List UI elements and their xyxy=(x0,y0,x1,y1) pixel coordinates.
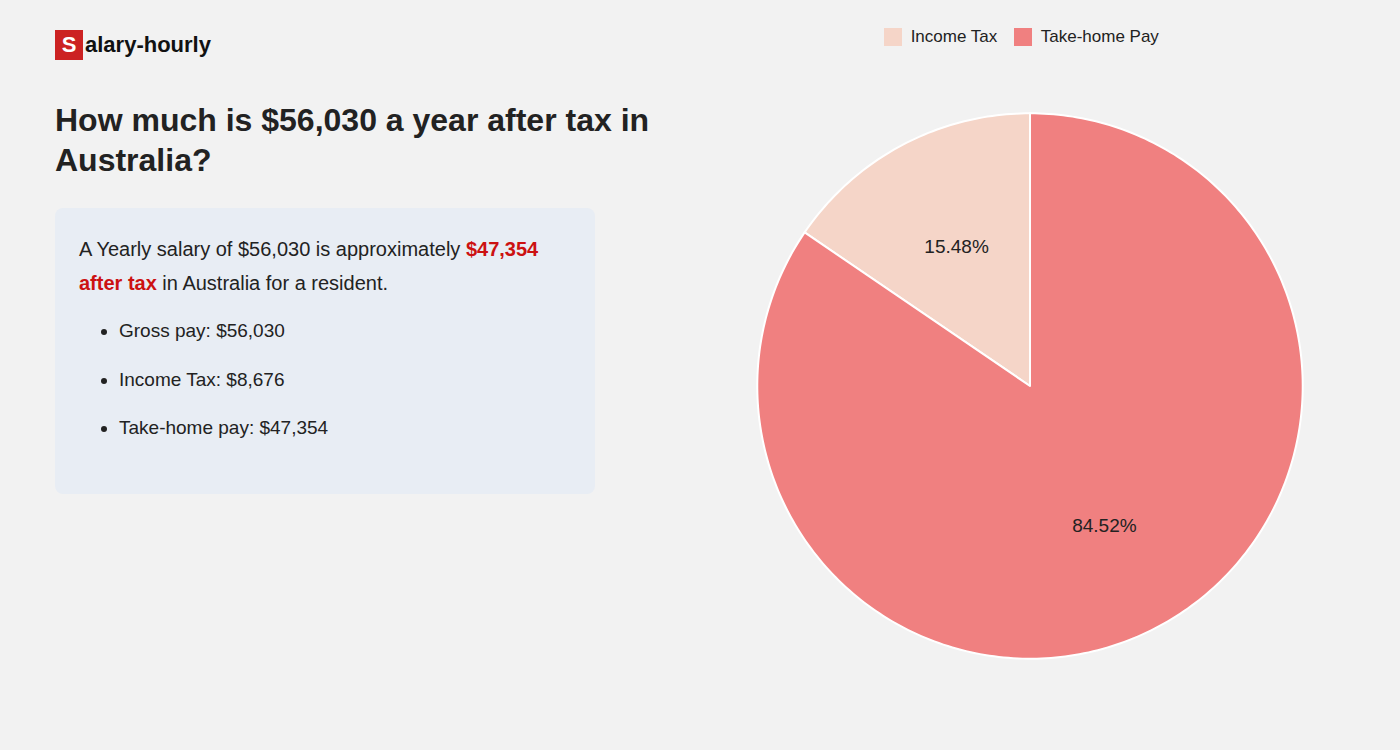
html-text:Take-home Pay: Take-home Pay xyxy=(1040,26,1159,46)
html-text:A Yearly salary of $56,030 is: A Yearly salary of $56,030 is approximat… xyxy=(79,238,539,294)
html-text:How much is $56,030 a year aft: How much is $56,030 a year after tax in … xyxy=(55,102,650,178)
html-text:Gross pay: $56,030: Gross pay: $56,030 xyxy=(119,320,285,341)
html-text:S alary-hourly: S alary-hourly xyxy=(61,32,211,57)
html-text:Take-home pay: $47,354: Take-home pay: $47,354 xyxy=(119,417,329,439)
svg-text:84.52%: 84.52% xyxy=(1072,515,1137,536)
svg-text:15.48%: 15.48% xyxy=(924,235,989,256)
html-text:Income Tax: Income Tax xyxy=(910,26,998,46)
html-text:Income Tax: $8,676: Income Tax: $8,676 xyxy=(119,368,285,390)
